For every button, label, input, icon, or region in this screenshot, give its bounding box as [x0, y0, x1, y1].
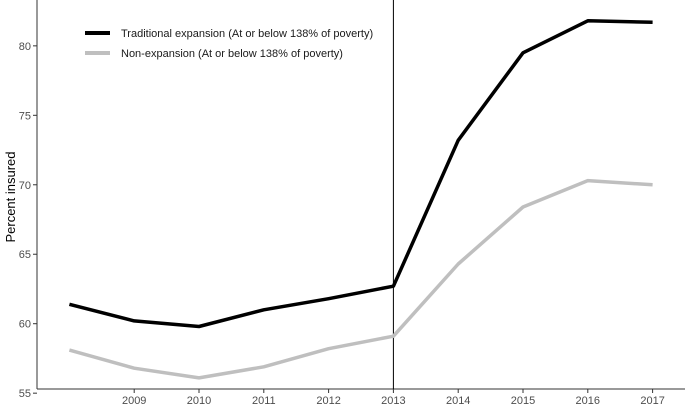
axes: 55 60 65 70 75 80 2009 2010 2011 2012 2013 2014 2015…: [19, 0, 685, 407]
x-tick-label: 2013: [381, 395, 405, 405]
legend-label: Non-expansion (At or below 138% of pover…: [121, 48, 343, 60]
y-tick-label: 75: [19, 110, 31, 122]
y-tick-label: 80: [19, 41, 31, 53]
x-tick-label: 2012: [316, 395, 340, 405]
legend-label: Traditional expansion (At or below 138% …: [121, 28, 373, 40]
y-tick-label: 65: [19, 249, 31, 261]
x-tick-label: 2009: [122, 395, 146, 405]
x-tick-label: 2015: [511, 395, 535, 405]
x-tick-label: 2010: [187, 395, 211, 405]
x-tick-label: 2017: [640, 395, 664, 405]
series-line-traditional-expansion: [68, 19, 653, 329]
series-line-non-expansion: [68, 178, 653, 380]
series-group: [68, 19, 653, 380]
legend: Traditional expansion (At or below 138% …: [85, 28, 373, 60]
x-tick-label: 2011: [252, 395, 276, 405]
y-tick-label: 70: [19, 180, 31, 192]
y-tick-label: 60: [19, 319, 31, 331]
x-tick-label: 2016: [576, 395, 600, 405]
x-tick-label: 2014: [446, 395, 470, 405]
y-tick-label: 55: [19, 388, 31, 400]
y-axis-title: Percent insured: [3, 151, 18, 242]
